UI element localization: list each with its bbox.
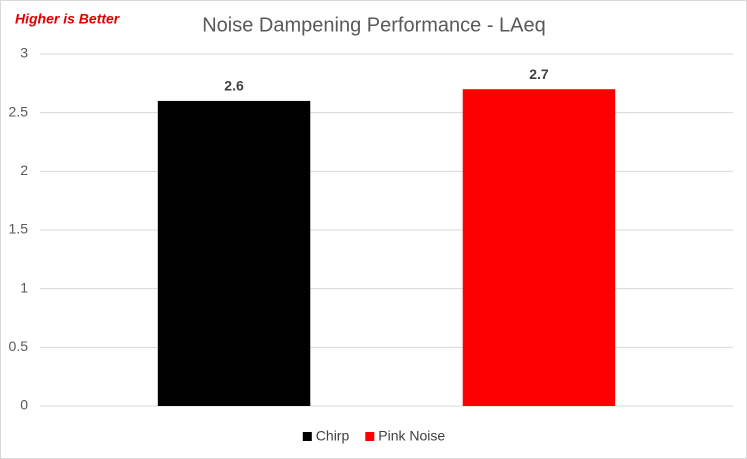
bar bbox=[157, 100, 311, 406]
y-tick-label: 1 bbox=[20, 279, 28, 295]
y-tick-label: 2 bbox=[20, 162, 28, 178]
value-label: 2.7 bbox=[529, 66, 549, 82]
legend-swatch bbox=[302, 432, 312, 441]
y-tick-label: 0 bbox=[20, 397, 28, 413]
legend-label: Chirp bbox=[316, 428, 350, 444]
chart-title: Noise Dampening Performance - LAeq bbox=[202, 14, 546, 36]
legend-label: Pink Noise bbox=[378, 428, 445, 444]
legend-swatch bbox=[365, 432, 375, 441]
bar bbox=[462, 89, 616, 406]
annotation: Higher is Better bbox=[15, 11, 121, 27]
y-tick-label: 3 bbox=[20, 45, 28, 61]
value-label: 2.6 bbox=[224, 78, 244, 94]
y-tick-label: 2.5 bbox=[9, 103, 29, 119]
y-tick-label: 1.5 bbox=[9, 221, 29, 237]
y-tick-label: 0.5 bbox=[9, 338, 29, 354]
